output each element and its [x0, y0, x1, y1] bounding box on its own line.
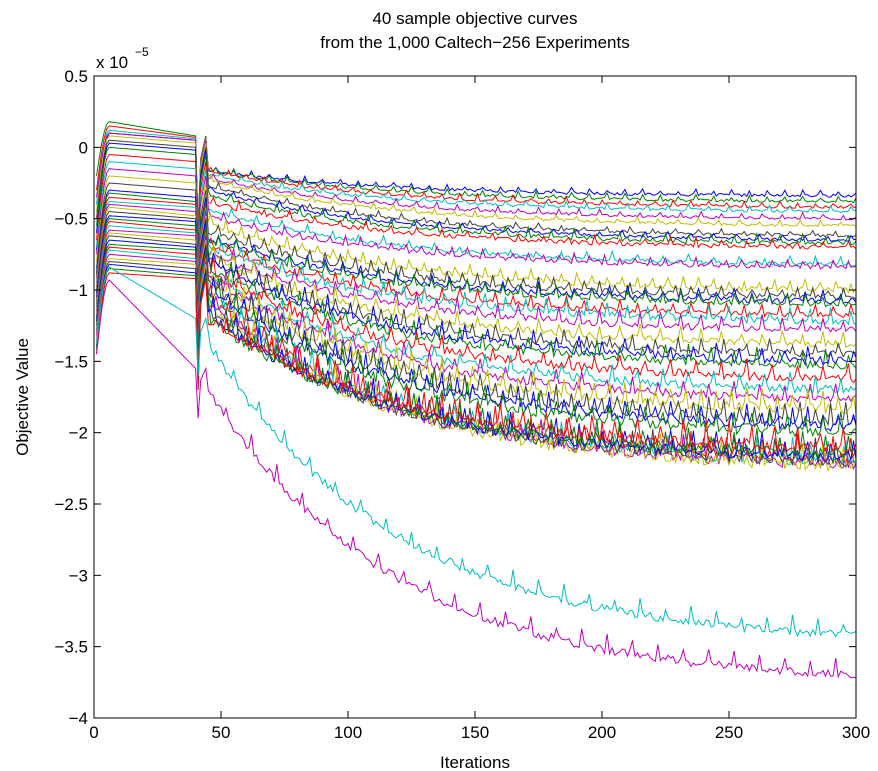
y-scale-exponent: −5 — [135, 45, 149, 59]
x-tick-label: 300 — [842, 723, 870, 742]
series-line — [96, 229, 856, 404]
plot-area — [94, 76, 856, 718]
y-tick-label: 0 — [79, 138, 88, 157]
y-tick-label: −3 — [69, 566, 88, 585]
series-line — [96, 146, 856, 269]
x-tick-label: 150 — [461, 723, 489, 742]
series-line — [96, 279, 856, 679]
x-tick-label: 50 — [212, 723, 231, 742]
x-tick-label: 0 — [89, 723, 98, 742]
y-axis-label: Objective Value — [13, 338, 32, 456]
x-tick-label: 200 — [588, 723, 616, 742]
x-tick-label: 100 — [334, 723, 362, 742]
series-line — [96, 220, 856, 384]
y-axis: −4 −3.5 −3 −2.5 −2 −1.5 −1 −0.5 0 0.5 — [54, 67, 856, 728]
series-line — [96, 175, 856, 298]
y-tick-label: 0.5 — [64, 67, 88, 86]
series-line — [96, 182, 856, 305]
series-line — [96, 153, 856, 276]
series-line — [96, 268, 856, 460]
series-line — [96, 132, 856, 248]
y-tick-label: −1 — [69, 281, 88, 300]
y-tick-label: −4 — [69, 709, 88, 728]
series-line — [96, 243, 856, 438]
x-axis: 0 50 100 150 200 250 300 — [89, 76, 870, 742]
x-tick-label: 250 — [715, 723, 743, 742]
y-tick-label: −3.5 — [54, 638, 88, 657]
y-scale-base: x 10 — [96, 53, 128, 72]
series-line — [96, 168, 856, 291]
series-line — [96, 218, 856, 370]
series-line — [96, 139, 856, 255]
series-line — [96, 132, 856, 251]
series-line — [96, 232, 856, 414]
series-line — [96, 206, 856, 349]
y-tick-label: −2.5 — [54, 495, 88, 514]
series-line — [96, 215, 856, 367]
series-line — [96, 142, 856, 262]
series-line — [96, 192, 856, 312]
y-tick-label: −0.5 — [54, 210, 88, 229]
series-line — [96, 235, 856, 427]
y-tick-label: −2 — [69, 424, 88, 443]
series-line — [96, 200, 856, 326]
chart-title-line-2: from the 1,000 Caltech−256 Experiments — [320, 33, 629, 52]
series-line — [96, 266, 856, 638]
series-line — [96, 260, 856, 468]
series-line — [96, 272, 856, 453]
x-axis-label: Iterations — [440, 753, 510, 771]
series-line — [96, 196, 856, 319]
series-layer — [96, 121, 856, 679]
chart-title-line-1: 40 sample objective curves — [372, 9, 577, 28]
series-line — [96, 203, 856, 333]
series-line — [96, 129, 856, 241]
y-tick-label: −1.5 — [54, 352, 88, 371]
series-line — [96, 135, 856, 248]
series-line — [96, 225, 856, 395]
y-axis-scale-factor: x 10 −5 — [96, 45, 149, 72]
series-line — [96, 263, 856, 463]
series-line — [96, 121, 856, 233]
